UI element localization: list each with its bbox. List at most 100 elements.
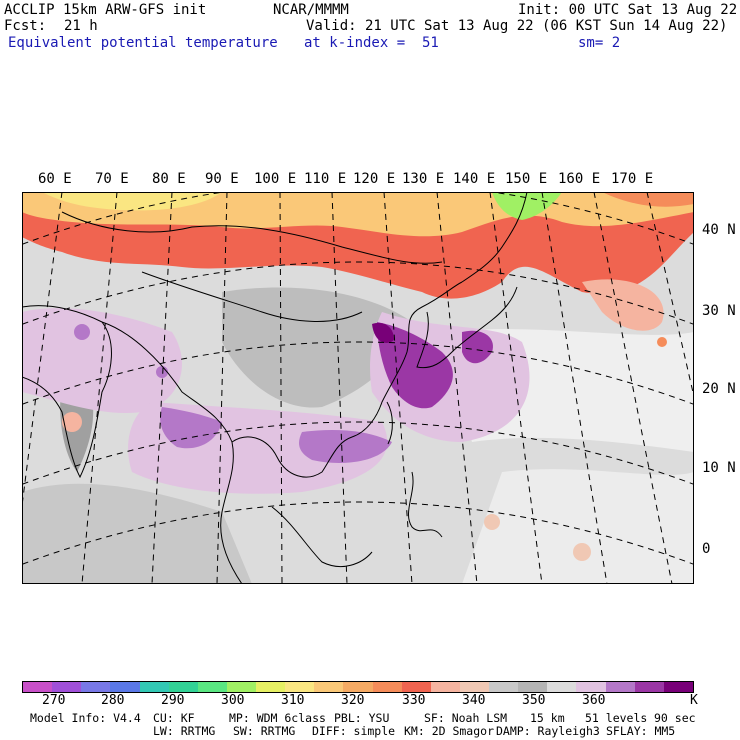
colorbar-swatch [343,682,373,692]
colorbar-tick-label: 310 [281,693,305,708]
colorbar-swatch [110,682,140,692]
field-speck [62,412,82,432]
field-gray [22,483,252,584]
field-speck [74,324,90,340]
map-panel [22,192,694,584]
field-light [462,469,694,584]
colorbar-unit: K [690,693,698,708]
lon-label: 170 E [611,171,654,187]
colorbar-swatch [52,682,82,692]
colorbar-swatch [459,682,489,692]
colorbar-swatch [634,682,664,692]
field-name: Equivalent potential temperature [8,35,278,51]
colorbar-tick-label: 360 [582,693,606,708]
field-warm-tongue [582,279,664,331]
lon-label: 100 E [254,171,297,187]
colorbar-swatch [372,682,402,692]
center-name: NCAR/MMMM [273,2,349,18]
map-frame [22,192,694,584]
lon-label: 60 E [38,171,72,187]
colorbar-swatch [256,682,286,692]
colorbar-swatch [430,682,460,692]
lon-label: 130 E [402,171,445,187]
colorbar-tick-label: 340 [462,693,486,708]
coast-philippines [407,471,443,538]
colorbar-swatch [576,682,606,692]
footer-item: LW: RRTMG [153,724,216,738]
coastlines [22,192,528,584]
colorbar-swatch [285,682,315,692]
field-hot-core [42,192,222,211]
border-north [61,211,443,264]
field-purple-peak [372,322,394,344]
lon-label: 120 E [353,171,396,187]
lon-line [646,192,694,399]
graticule [22,192,694,584]
field-purple-dark [377,322,453,409]
colorbar-swatch [518,682,548,692]
lat-label: 40 N [702,222,736,238]
colorbar-swatch [489,682,519,692]
lon-label: 110 E [304,171,347,187]
footer-item: DAMP: Rayleigh3 [496,724,600,738]
colorbar-swatch [401,682,431,692]
colorbar-swatch [168,682,198,692]
colorbar-swatch [605,682,635,692]
colorbar-swatch [547,682,577,692]
colorbar-tick-label: 280 [101,693,125,708]
footer-item: SF: Noah LSM [424,711,508,725]
footer-item: DIFF: simple [312,724,396,738]
colorbar-swatch [314,682,344,692]
lon-label: 70 E [95,171,129,187]
footer-item: SFLAY: MM5 [606,724,676,738]
footer-item: SW: RRTMG [233,724,296,738]
colorbar-tick-label: 350 [522,693,546,708]
field-speck [657,337,667,347]
footer-item: 90 sec [654,711,696,725]
colorbar-tick-label: 330 [402,693,426,708]
colorbar-tick-label: 320 [341,693,365,708]
field-speck [156,366,168,378]
colorbar-swatch [81,682,111,692]
lat-label: 0 [702,541,711,557]
lon-label: 90 E [205,171,239,187]
model-title: ACCLIP 15km ARW-GFS init [4,2,207,18]
lat-label: 20 N [702,381,736,397]
footer-item: CU: KF [153,711,195,725]
lat-line [22,421,694,485]
lon-line [541,192,608,584]
footer-item: MP: WDM 6class [229,711,326,725]
footer-item: Model Info: V4.4 [30,711,141,725]
colorbar-tick-label: 290 [161,693,185,708]
colorbar-swatch [226,682,256,692]
footer-item: PBL: YSU [334,711,390,725]
coast-indochina-china [231,281,463,478]
coast-borneo [271,506,373,567]
init-time: Init: 00 UTC Sat 13 Aug 22 [518,2,738,18]
field-gray [222,287,412,408]
level-info: at k-index = 51 [304,35,439,51]
border-tibet [141,271,363,322]
field-speck [573,543,591,561]
colorbar-swatch [663,682,693,692]
field-purple-mid [160,407,222,449]
colorbar-swatch [23,682,53,692]
lat-label: 30 N [702,303,736,319]
footer-item: 15 km [530,711,565,725]
lon-label: 160 E [558,171,601,187]
lat-label: 10 N [702,460,736,476]
lon-label: 80 E [152,171,186,187]
lon-label: 140 E [453,171,496,187]
field-warm-core [602,192,694,207]
lat-line [22,341,694,405]
valid-time: Valid: 21 UTC Sat 13 Aug 22 (06 KST Sun … [306,18,728,34]
lat-line [22,501,694,565]
coast-northeast [461,192,528,283]
footer-item: KM: 2D Smagor [404,724,495,738]
map-field [22,192,694,584]
colorbar-swatch [197,682,227,692]
lat-line [22,261,694,325]
field-purple-mid [299,430,392,463]
field-speck [484,514,500,530]
lon-line [593,192,673,584]
